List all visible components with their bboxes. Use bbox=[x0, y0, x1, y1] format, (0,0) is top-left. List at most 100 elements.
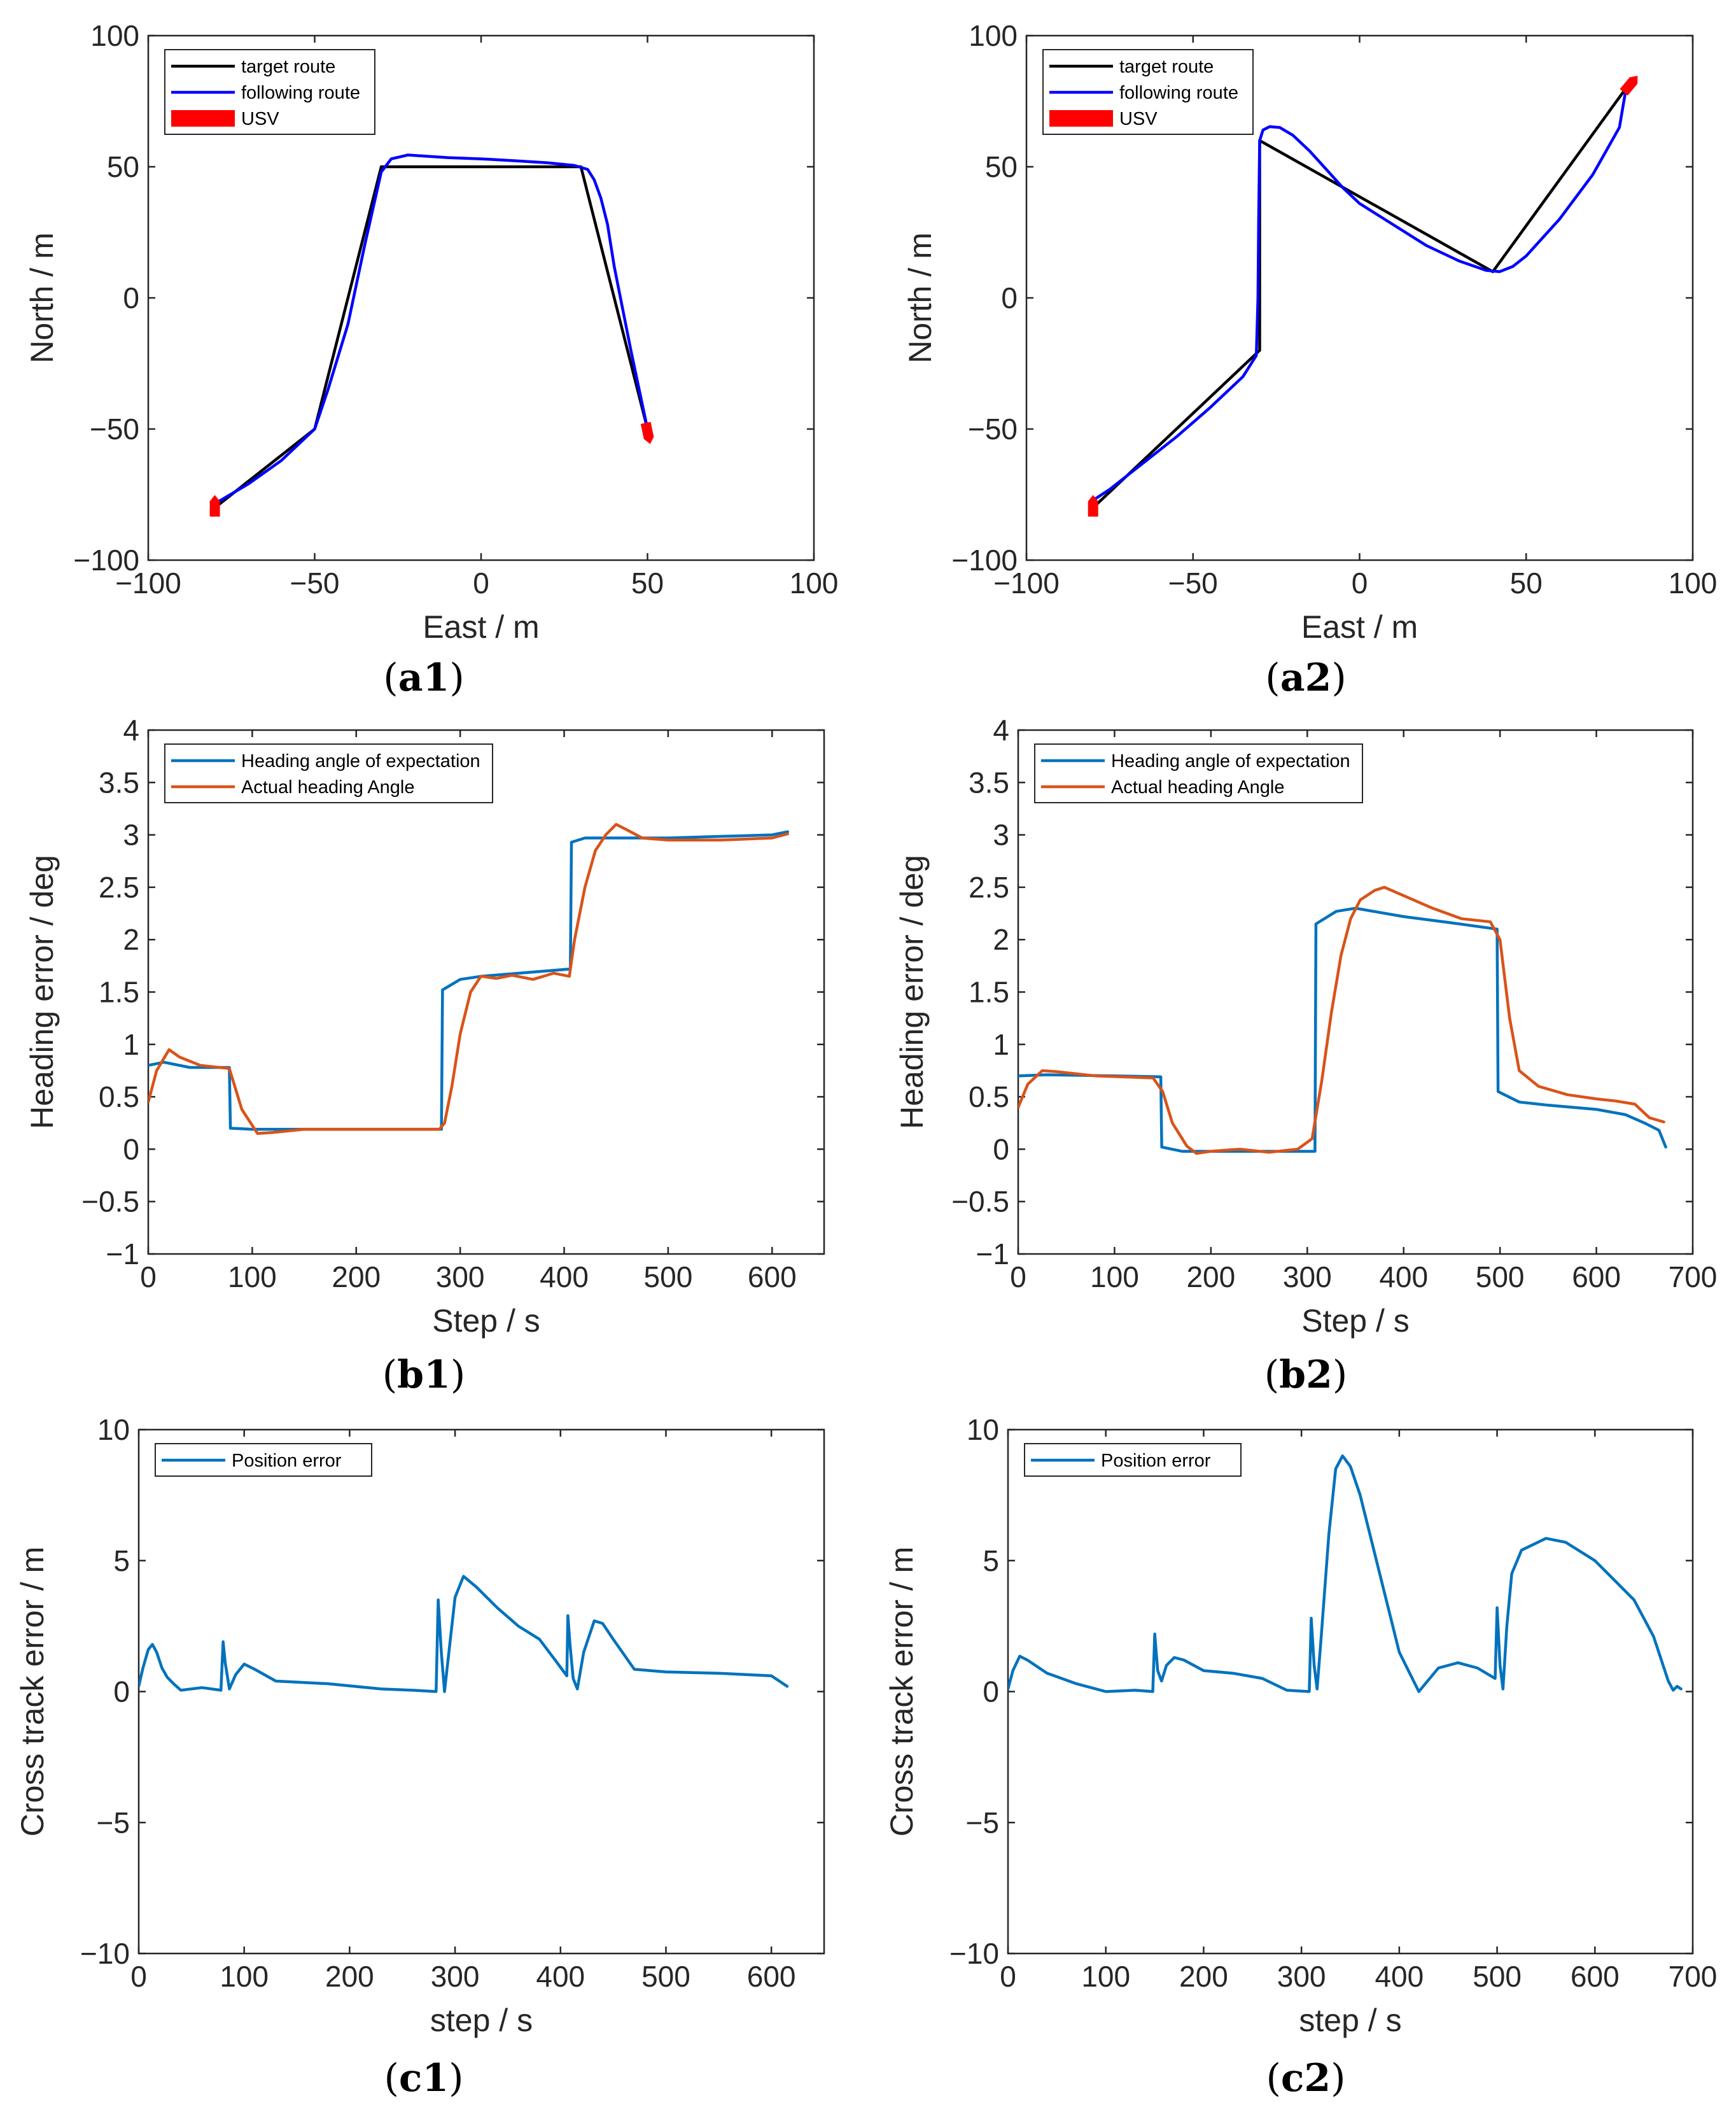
y-tick-label: −1 bbox=[976, 1237, 1009, 1271]
legend-swatch-usv bbox=[171, 110, 235, 127]
y-tick-label: −100 bbox=[951, 544, 1018, 577]
y-tick-label: 50 bbox=[985, 150, 1018, 183]
y-tick-label: −100 bbox=[73, 544, 139, 577]
legend-label: Position error bbox=[232, 1451, 342, 1471]
y-tick-label: 0.5 bbox=[969, 1080, 1009, 1113]
y-axis-label: Heading error / deg bbox=[24, 855, 60, 1129]
legend: Heading angle of expectation Actual headi… bbox=[1034, 743, 1363, 803]
series-group bbox=[139, 1575, 789, 1693]
panel-label: (a2) bbox=[1265, 656, 1346, 700]
chart-a2: −100 −50 0 50 100 −100 −50 0 50 100 East / m North … bbox=[902, 19, 1717, 700]
legend-label: Heading angle of expectation bbox=[241, 751, 480, 771]
chart-b1: 0 100 200 300 400 500 600 −1 −0.5 0 0.5 1 1.5 2 2.5 3 3.… bbox=[24, 714, 825, 1397]
y-tick-label: 3 bbox=[993, 819, 1009, 852]
y-tick-label: −0.5 bbox=[951, 1185, 1009, 1218]
y-tick-label: 1 bbox=[123, 1028, 139, 1061]
y-tick-label: 5 bbox=[983, 1544, 999, 1577]
x-tick-label: 0 bbox=[1352, 567, 1368, 600]
y-tick-label: 0 bbox=[113, 1675, 130, 1708]
series-group bbox=[1008, 1454, 1683, 1693]
x-tick-label: 100 bbox=[220, 1960, 269, 1993]
y-tick-label: 100 bbox=[969, 19, 1018, 52]
y-tick-label: 3.5 bbox=[969, 766, 1009, 799]
legend: target route following route USV bbox=[1042, 49, 1254, 135]
usv-marker bbox=[1088, 495, 1098, 517]
y-tick-label: 3 bbox=[123, 819, 139, 852]
x-tick-label: 100 bbox=[1081, 1960, 1130, 1993]
x-tick-label: 300 bbox=[1283, 1260, 1332, 1293]
legend-label: USV bbox=[1119, 109, 1158, 129]
panel-label: (b1) bbox=[382, 1353, 466, 1397]
y-tick-label: 100 bbox=[90, 19, 139, 52]
y-tick-label: 0 bbox=[1001, 281, 1018, 314]
x-tick-label: 0 bbox=[473, 567, 489, 600]
y-axis-label: Heading error / deg bbox=[894, 855, 930, 1129]
x-tick-label: 600 bbox=[747, 1960, 796, 1993]
y-tick-label: 4 bbox=[993, 714, 1009, 747]
y-axis-label: Cross track error / m bbox=[15, 1547, 50, 1837]
x-axis-label: East / m bbox=[1301, 609, 1418, 645]
x-tick-label: 400 bbox=[1375, 1960, 1424, 1993]
y-tick-label: 1.5 bbox=[99, 976, 139, 1009]
plot-area-c1 bbox=[137, 1428, 825, 1955]
y-tick-label: −50 bbox=[90, 412, 139, 446]
y-tick-label: 50 bbox=[107, 150, 139, 183]
legend: Position error bbox=[155, 1443, 372, 1477]
legend-label: target route bbox=[241, 57, 335, 77]
y-tick-label: 3.5 bbox=[99, 766, 139, 799]
y-tick-label: 10 bbox=[97, 1413, 130, 1446]
usv-marker bbox=[209, 495, 220, 517]
x-tick-label: 700 bbox=[1669, 1260, 1718, 1293]
y-tick-label: −5 bbox=[966, 1806, 999, 1839]
y-axis-label: Cross track error / m bbox=[884, 1547, 920, 1837]
legend-label: USV bbox=[241, 109, 279, 129]
legend-box bbox=[1034, 743, 1363, 803]
x-tick-label: 600 bbox=[748, 1260, 797, 1293]
y-tick-label: −1 bbox=[106, 1237, 139, 1271]
x-tick-label: 200 bbox=[1179, 1960, 1228, 1993]
x-axis-label: step / s bbox=[430, 2003, 533, 2038]
panel-label: (a1) bbox=[383, 656, 464, 700]
x-tick-label: 200 bbox=[1186, 1260, 1235, 1293]
series-group bbox=[210, 153, 649, 509]
panel-label: (b2) bbox=[1264, 1353, 1348, 1397]
y-tick-label: 0.5 bbox=[99, 1080, 139, 1113]
x-tick-label: 100 bbox=[1090, 1260, 1139, 1293]
series-line-target-route bbox=[213, 165, 649, 509]
x-tick-label: −50 bbox=[1168, 567, 1218, 600]
legend-box bbox=[164, 743, 493, 803]
series-line-actual-heading-angle bbox=[1018, 885, 1665, 1155]
x-axis-label: step / s bbox=[1299, 2003, 1401, 2038]
legend-label: Heading angle of expectation bbox=[1111, 751, 1350, 771]
x-tick-label: 200 bbox=[332, 1260, 381, 1293]
x-tick-label: −50 bbox=[290, 567, 339, 600]
series-line-heading-angle-of-expectation bbox=[1018, 906, 1667, 1153]
y-axis-label: North / m bbox=[902, 232, 938, 363]
x-tick-label: −100 bbox=[993, 567, 1060, 600]
legend-swatch-usv bbox=[1049, 110, 1113, 127]
x-tick-label: −100 bbox=[115, 567, 181, 600]
series-line-position-error bbox=[139, 1575, 789, 1693]
x-tick-label: 0 bbox=[1010, 1260, 1026, 1293]
series-line-position-error bbox=[1008, 1454, 1683, 1693]
chart-c1: 0 100 200 300 400 500 600 −10 −5 0 5 10 step / s Cros… bbox=[15, 1413, 825, 2101]
x-tick-label: 200 bbox=[325, 1960, 374, 1993]
series-group bbox=[1088, 87, 1628, 509]
y-tick-label: 0 bbox=[993, 1132, 1009, 1165]
usv-marker bbox=[640, 421, 654, 444]
x-tick-label: 0 bbox=[140, 1260, 157, 1293]
x-tick-label: 600 bbox=[1571, 1960, 1620, 1993]
y-tick-label: 5 bbox=[113, 1544, 130, 1577]
x-tick-label: 500 bbox=[644, 1260, 693, 1293]
legend-label: Actual heading Angle bbox=[1111, 777, 1285, 798]
series-group bbox=[148, 822, 790, 1135]
x-tick-label: 300 bbox=[436, 1260, 485, 1293]
chart-a1: −100 −50 0 50 100 −100 −50 0 50 100 East / m North … bbox=[24, 19, 838, 700]
x-tick-label: 500 bbox=[641, 1960, 690, 1993]
chart-c2: 0 100 200 300 400 500 600 700 −10 −5 0 5 10 step / s C… bbox=[884, 1413, 1717, 2101]
x-tick-label: 400 bbox=[536, 1960, 585, 1993]
panel-label: (c1) bbox=[384, 2056, 463, 2101]
legend-label: following route bbox=[241, 83, 360, 103]
x-tick-label: 0 bbox=[130, 1960, 147, 1993]
legend: Position error bbox=[1024, 1443, 1242, 1477]
